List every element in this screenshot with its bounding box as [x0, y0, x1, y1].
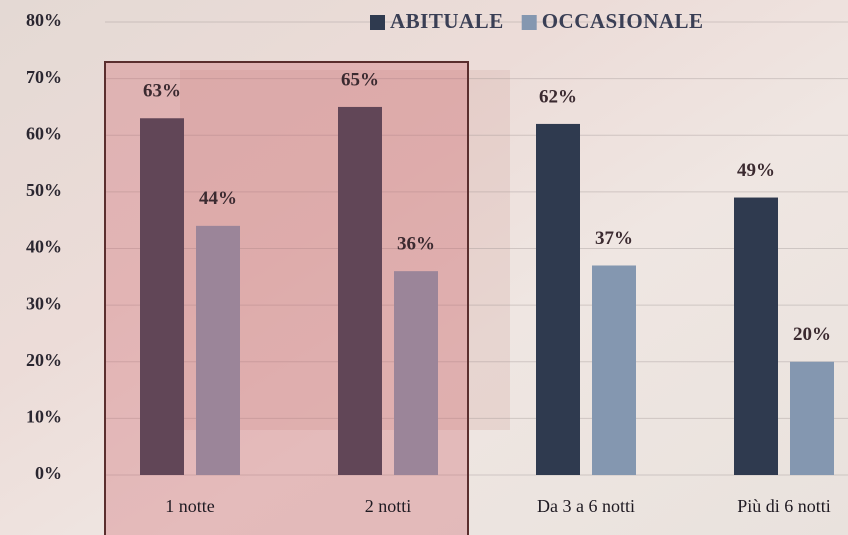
y-tick-label: 0% [35, 463, 62, 483]
bar [734, 198, 778, 475]
x-tick-label: 1 notte [165, 496, 215, 516]
x-tick-label: Da 3 a 6 notti [537, 496, 635, 516]
chart: 0% 10% 20% 30% 40% 50% 60% 70% 80% 1 notte 63% 44% 2… [0, 0, 848, 535]
highlight-box [105, 62, 468, 535]
bar [790, 362, 834, 475]
y-tick-label: 70% [26, 67, 62, 87]
x-tick-label: 2 notti [365, 496, 412, 516]
y-tick-label: 80% [26, 10, 62, 30]
value-label: 44% [199, 188, 237, 209]
page: 0% 10% 20% 30% 40% 50% 60% 70% 80% 1 notte 63% 44% 2… [0, 0, 848, 535]
legend-swatch [370, 15, 385, 30]
y-tick-label: 60% [26, 123, 62, 143]
value-label: 62% [539, 86, 577, 107]
value-label: 37% [595, 228, 633, 249]
bar [536, 124, 580, 475]
y-tick-label: 10% [26, 407, 62, 427]
x-tick-label: Più di 6 notti [737, 496, 831, 516]
legend-swatch [522, 15, 537, 30]
y-tick-label: 40% [26, 237, 62, 257]
value-label: 36% [397, 234, 435, 255]
value-label: 65% [341, 69, 379, 90]
value-label: 63% [143, 81, 181, 102]
y-tick-label: 50% [26, 180, 62, 200]
y-tick-label: 20% [26, 350, 62, 370]
value-label: 20% [793, 324, 831, 345]
legend-label: ABITUALE [390, 9, 504, 33]
bar [592, 265, 636, 475]
value-label: 49% [737, 160, 775, 181]
y-tick-label: 30% [26, 293, 62, 313]
legend-label: OCCASIONALE [542, 9, 704, 33]
